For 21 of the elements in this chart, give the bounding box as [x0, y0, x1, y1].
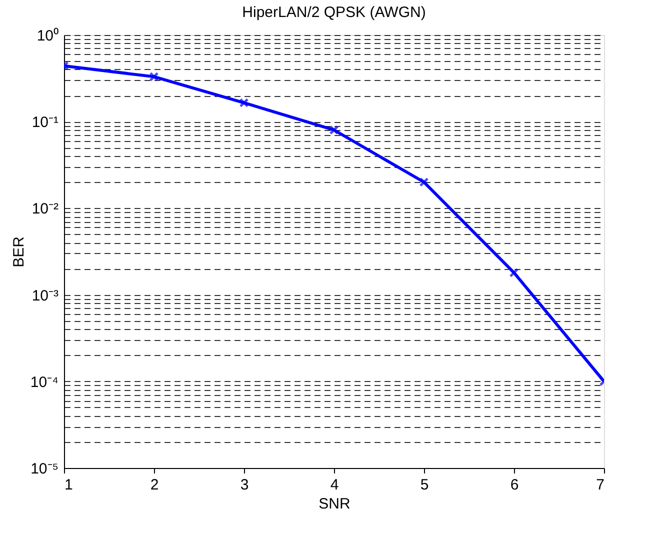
- x-tick-label: 2: [150, 476, 159, 494]
- y-tick-label: 10⁻¹: [32, 114, 58, 132]
- y-tick-label: 10⁻³: [32, 287, 58, 304]
- y-tick-label: 10⁻⁵: [30, 460, 58, 478]
- x-tick-label: 4: [330, 476, 339, 494]
- point: [419, 177, 429, 187]
- chart-title: HiperLAN/2 QPSK (AWGN): [242, 4, 426, 21]
- x-tick-label: 1: [64, 476, 73, 494]
- y-tick-label: 10⁻²: [32, 200, 58, 218]
- y-tick-label: 10⁰: [36, 28, 58, 44]
- x-tick-label: 6: [510, 476, 519, 494]
- point: [329, 125, 339, 135]
- x-axis-title: SNR: [318, 496, 350, 512]
- x-tick-label: 7: [596, 476, 604, 494]
- y-tick-label: 10⁻⁴: [30, 374, 58, 391]
- point: [149, 72, 159, 82]
- x-tick-label: 3: [240, 476, 249, 494]
- point: [509, 268, 519, 278]
- y-axis-title: BER: [10, 236, 28, 268]
- x-tick-label: 5: [420, 476, 429, 494]
- point: [239, 98, 249, 108]
